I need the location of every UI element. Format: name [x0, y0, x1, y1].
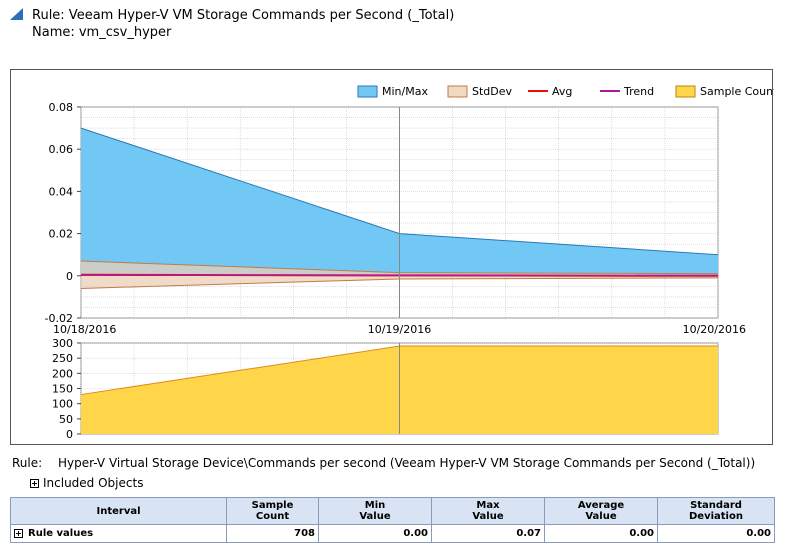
legend-label-2: Avg [552, 85, 572, 98]
included-objects-toggle[interactable]: Included Objects [30, 476, 143, 490]
interval-cell[interactable]: Rule values [10, 524, 227, 543]
x-tick-label: 10/20/2016 [683, 323, 746, 336]
y-tick-label: 0 [66, 428, 73, 441]
rule-label: Rule: [12, 456, 43, 470]
table-row[interactable]: Rule values 708 0.00 0.07 0.00 0.00 [10, 524, 775, 543]
rule-row: Rule: Hyper-V Virtual Storage Device\Comm… [12, 456, 755, 470]
statistics-table: Interval Sample Count Min Value Max Valu… [10, 497, 775, 543]
interval-value: Rule values [28, 528, 94, 539]
table-header-row: Interval Sample Count Min Value Max Valu… [10, 497, 775, 525]
legend-label-0: Min/Max [382, 85, 428, 98]
legend-swatch-1 [447, 85, 468, 98]
y-tick-label: 100 [52, 398, 73, 411]
col-min-value: Min Value [359, 500, 391, 522]
collapse-triangle-icon[interactable] [10, 8, 24, 20]
col-max-value: Max Value [472, 500, 504, 522]
column-header[interactable]: Min Value [318, 497, 432, 525]
legend-swatch-0 [357, 85, 378, 98]
col-average-value: Average Value [577, 500, 625, 522]
col-standard-deviation: Standard Deviation [689, 500, 743, 522]
minmax-area [81, 128, 718, 276]
average-value-cell: 0.00 [544, 524, 658, 543]
included-objects-label: Included Objects [43, 476, 144, 490]
rule-title: Rule: Veeam Hyper-V VM Storage Commands … [32, 8, 455, 23]
x-tick-label: 10/19/2016 [368, 323, 431, 336]
max-value-cell: 0.07 [431, 524, 545, 543]
legend-label-3: Trend [623, 85, 654, 98]
y-tick-label: 0.02 [49, 228, 74, 241]
expand-plus-icon[interactable] [30, 478, 39, 488]
y-tick-label: 300 [52, 337, 73, 350]
legend-label-1: StdDev [472, 85, 513, 98]
column-header[interactable]: Standard Deviation [657, 497, 775, 525]
y-tick-label: 200 [52, 367, 73, 380]
y-tick-label: 0.04 [49, 185, 74, 198]
performance-chart: Min/Max StdDev Avg Trend Sample Count 0.08 0.0… [45, 85, 774, 441]
y-tick-label: 0 [66, 270, 73, 283]
y-tick-label: 250 [52, 352, 73, 365]
legend-swatch-4 [675, 85, 696, 98]
column-header[interactable]: Sample Count [226, 497, 319, 525]
rule-name: Name: vm_csv_hyper [32, 25, 172, 40]
y-tick-label: -0.02 [45, 312, 73, 325]
expand-plus-icon[interactable] [14, 528, 23, 538]
col-sample-count: Sample Count [251, 500, 294, 522]
min-value-cell: 0.00 [318, 524, 432, 543]
y-tick-label: 0.06 [49, 143, 74, 156]
legend-label-4: Sample Count [700, 85, 774, 98]
column-header[interactable]: Interval [10, 497, 227, 525]
rule-value: Hyper-V Virtual Storage Device\Commands … [58, 456, 756, 470]
column-header[interactable]: Max Value [431, 497, 545, 525]
column-header[interactable]: Average Value [544, 497, 658, 525]
y-tick-label: 50 [59, 413, 73, 426]
standard-deviation-cell: 0.00 [657, 524, 775, 543]
col-interval: Interval [96, 505, 141, 517]
y-tick-label: 150 [52, 383, 73, 396]
y-tick-label: 0.08 [49, 101, 74, 114]
x-tick-label: 10/18/2016 [53, 323, 116, 336]
sample-count-cell: 708 [226, 524, 319, 543]
chart-panel: Min/Max StdDev Avg Trend Sample Count 0.08 0.0… [10, 69, 774, 445]
